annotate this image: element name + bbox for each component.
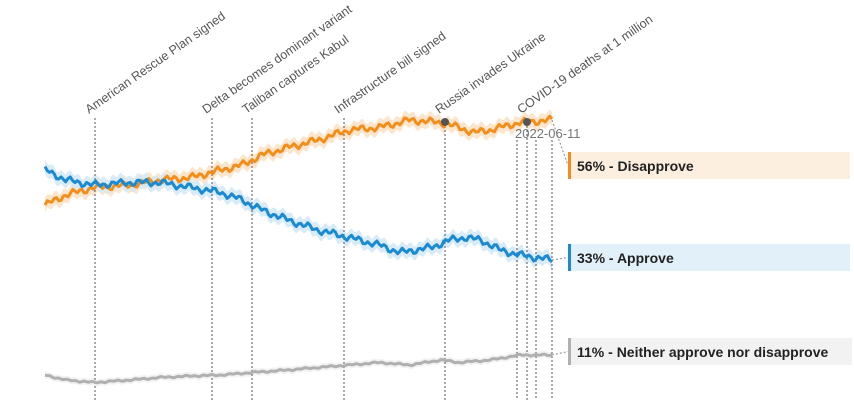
legend-connector [551, 119, 569, 166]
legend-disapprove: 56% - Disapprove [568, 152, 850, 179]
event-lines [94, 118, 553, 400]
approve-line [43, 165, 553, 264]
series-lines [43, 114, 554, 385]
legend-disapprove-label: 56% - Disapprove [577, 157, 694, 174]
event-marker-dot [523, 118, 531, 126]
legend-neither-swatch [568, 338, 571, 365]
legend-connector [551, 257, 569, 261]
approve-confidence-band [45, 159, 552, 269]
neither-line [44, 352, 553, 385]
disapprove-line [43, 114, 554, 206]
legend-connectors [551, 119, 569, 356]
legend-neither-label: 11% - Neither approve nor disapprove [577, 343, 829, 360]
event-label: COVID-19 deaths at 1 million [515, 12, 656, 116]
legend-approve-label: 33% - Approve [577, 249, 674, 266]
legend-approve: 33% - Approve [568, 244, 850, 271]
legend-disapprove-swatch [568, 152, 571, 179]
confidence-bands [45, 109, 552, 387]
event-marker-dot [441, 118, 449, 126]
legend-connector [551, 351, 569, 356]
event-markers [441, 118, 531, 126]
legend-approve-swatch [568, 244, 571, 271]
legend-neither: 11% - Neither approve nor disapprove [568, 338, 852, 365]
current-date-label: 2022-06-11 [515, 126, 581, 141]
disapprove-confidence-band [45, 109, 552, 212]
